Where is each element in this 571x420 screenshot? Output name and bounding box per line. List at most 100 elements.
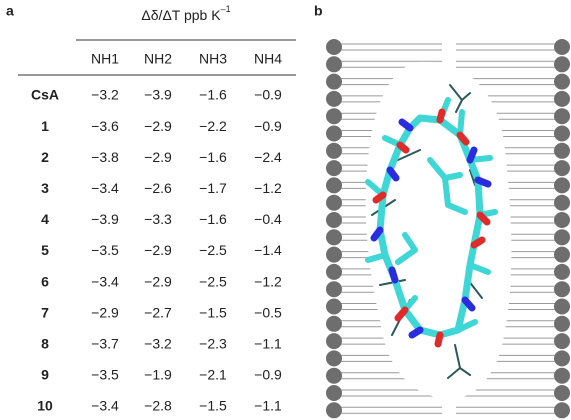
lipid-head (326, 74, 342, 90)
table-cell: −2.9 (91, 304, 119, 320)
lipid-head (554, 56, 570, 72)
table-cell: −1.6 (199, 211, 227, 227)
lipid-head (554, 229, 570, 245)
row-label: CsA (31, 87, 59, 103)
table-cell: −3.5 (91, 242, 119, 258)
lipid-head (554, 126, 570, 142)
row-label: 6 (41, 273, 49, 289)
table-cell: −3.2 (91, 87, 119, 103)
table-cell: −3.9 (144, 87, 172, 103)
table-cell: −0.9 (254, 367, 282, 383)
table-cell: −0.9 (254, 118, 282, 134)
lipid-head (326, 56, 342, 72)
lipid-head (326, 350, 342, 366)
table-cell: −1.5 (199, 398, 227, 414)
column-header: NH1 (91, 51, 119, 67)
table-cell: −3.9 (91, 211, 119, 227)
lipid-head (554, 281, 570, 297)
lipid-head (554, 143, 570, 159)
lipid-head (554, 333, 570, 349)
lipid-head (326, 229, 342, 245)
table-cell: −2.8 (144, 398, 172, 414)
lipid-head (554, 402, 570, 418)
lipid-head (326, 368, 342, 384)
table-cell: −1.7 (199, 180, 227, 196)
table-cell: −1.2 (254, 180, 282, 196)
lipid-head (554, 247, 570, 263)
header-text: Δδ/ΔT ppb K (141, 7, 221, 23)
table-cell: −3.5 (91, 367, 119, 383)
table-cell: −2.9 (144, 242, 172, 258)
lipid-head (326, 281, 342, 297)
table-cell: −1.6 (199, 149, 227, 165)
table-cell: −0.4 (254, 211, 282, 227)
table-cell: −2.1 (199, 367, 227, 383)
table-cell: −0.9 (254, 87, 282, 103)
lipid-head (554, 74, 570, 90)
table-header: Δδ/ΔT ppb K–1 (141, 4, 230, 22)
lipid-head (554, 385, 570, 401)
table-cell: −0.5 (254, 304, 282, 320)
lipid-head (554, 264, 570, 280)
row-label: 9 (41, 367, 49, 383)
row-label: 2 (41, 149, 49, 165)
row-label: 3 (41, 180, 49, 196)
figure: a Δδ/ΔT ppb K–1 b NH1NH2NH3NH4CsA−3.2−3.… (0, 0, 571, 420)
lipid-head (554, 299, 570, 315)
lipid-head (326, 212, 342, 228)
lipid-head (326, 385, 342, 401)
lipid-head (554, 91, 570, 107)
lipid-head (554, 160, 570, 176)
table-cell: −3.4 (91, 398, 119, 414)
lipid-head (554, 108, 570, 124)
lipid-head (554, 177, 570, 193)
table-cell: −3.4 (91, 273, 119, 289)
lipid-head (554, 368, 570, 384)
table-cell: −3.4 (91, 180, 119, 196)
lipid-head (554, 212, 570, 228)
table-cell: −2.5 (199, 242, 227, 258)
lipid-head (326, 402, 342, 418)
table-cell: −2.2 (199, 118, 227, 134)
panel-label: a (6, 3, 14, 19)
lipid-head (554, 195, 570, 211)
table-cell: −3.8 (91, 149, 119, 165)
table-cell: −3.3 (144, 211, 172, 227)
lipid-head (326, 108, 342, 124)
lipid-head (326, 39, 342, 55)
row-label: 7 (41, 304, 49, 320)
row-label: 10 (37, 398, 53, 414)
lipid-head (326, 160, 342, 176)
table-cell: −1.1 (254, 398, 282, 414)
table-cell: −1.2 (254, 273, 282, 289)
table-cell: −1.1 (254, 336, 282, 352)
table-cell: −3.2 (144, 336, 172, 352)
column-header: NH4 (254, 51, 282, 67)
lipid-head (554, 350, 570, 366)
panel-label: b (314, 3, 323, 19)
row-label: 4 (41, 211, 49, 227)
lipid-head (326, 143, 342, 159)
lipid-head (326, 195, 342, 211)
column-header: NH3 (199, 51, 227, 67)
lipid-head (326, 247, 342, 263)
table-cell: −2.6 (144, 180, 172, 196)
row-label: 5 (41, 242, 49, 258)
table-cell: −2.9 (144, 149, 172, 165)
row-label: 8 (41, 336, 49, 352)
lipid-head (554, 316, 570, 332)
table-cell: −2.4 (254, 149, 282, 165)
table-cell: −3.6 (91, 118, 119, 134)
lipid-head (326, 177, 342, 193)
table-cell: −1.4 (254, 242, 282, 258)
table-cell: −2.9 (144, 118, 172, 134)
table-cell: −2.9 (144, 273, 172, 289)
table-cell: −2.5 (199, 273, 227, 289)
lipid-head (326, 91, 342, 107)
table-cell: −2.7 (144, 304, 172, 320)
lipid-head (326, 264, 342, 280)
lipid-head (326, 126, 342, 142)
table-cell: −3.7 (91, 336, 119, 352)
lipid-head (326, 316, 342, 332)
lipid-head (326, 333, 342, 349)
